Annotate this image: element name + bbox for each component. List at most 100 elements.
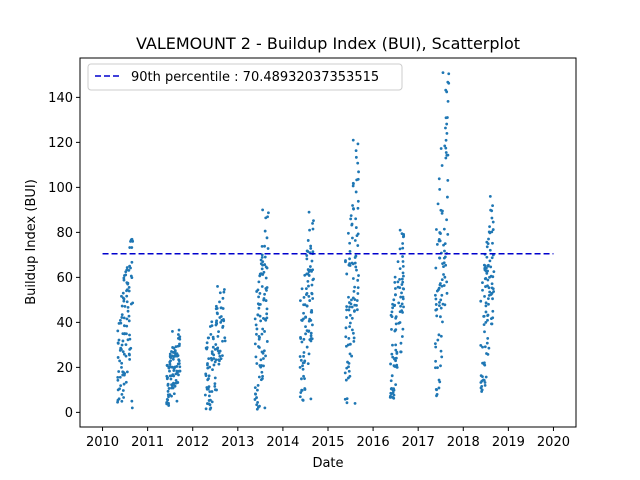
data-point bbox=[121, 370, 125, 374]
data-point bbox=[265, 312, 269, 316]
data-point bbox=[307, 284, 310, 288]
data-point bbox=[356, 206, 360, 210]
data-point bbox=[484, 320, 488, 324]
data-point bbox=[129, 239, 132, 243]
data-point bbox=[438, 231, 442, 235]
data-point bbox=[302, 311, 305, 315]
data-point bbox=[435, 289, 439, 293]
data-point bbox=[389, 362, 392, 366]
y-axis-label: Buildup Index (BUI) bbox=[24, 179, 39, 305]
data-point bbox=[214, 358, 218, 362]
data-point bbox=[481, 288, 484, 292]
data-point bbox=[398, 247, 402, 251]
data-point bbox=[122, 316, 126, 320]
data-point bbox=[445, 90, 449, 94]
data-point bbox=[126, 309, 130, 313]
data-point bbox=[123, 304, 127, 308]
x-tick-label: 2020 bbox=[537, 435, 570, 450]
data-point bbox=[441, 209, 444, 213]
data-point bbox=[347, 369, 351, 373]
data-point bbox=[308, 299, 312, 302]
data-point bbox=[354, 155, 358, 159]
data-point bbox=[130, 246, 134, 249]
data-point bbox=[356, 278, 360, 282]
data-point bbox=[447, 72, 451, 76]
data-point bbox=[264, 299, 268, 302]
data-point bbox=[125, 370, 129, 374]
data-point bbox=[253, 386, 257, 390]
plot-area bbox=[79, 57, 577, 428]
data-point bbox=[438, 304, 441, 307]
data-point bbox=[433, 293, 437, 297]
data-point bbox=[255, 403, 259, 407]
data-point bbox=[483, 294, 486, 298]
data-point bbox=[391, 306, 395, 310]
data-point bbox=[209, 406, 213, 410]
data-point bbox=[394, 287, 397, 290]
data-point bbox=[401, 246, 405, 250]
data-point bbox=[223, 339, 227, 343]
data-point bbox=[165, 377, 169, 381]
data-point bbox=[257, 295, 260, 299]
data-point bbox=[350, 316, 354, 320]
data-point bbox=[310, 337, 314, 341]
data-point bbox=[348, 262, 351, 265]
data-point bbox=[439, 334, 443, 338]
data-point bbox=[308, 228, 311, 232]
data-point bbox=[355, 299, 359, 302]
data-point bbox=[488, 275, 491, 279]
data-point bbox=[171, 329, 174, 333]
data-point bbox=[256, 388, 259, 392]
data-point bbox=[302, 337, 306, 341]
data-point bbox=[346, 360, 349, 364]
data-point bbox=[122, 299, 126, 303]
data-point bbox=[351, 184, 355, 188]
data-point bbox=[307, 329, 311, 333]
data-point bbox=[118, 319, 122, 322]
data-point bbox=[352, 182, 355, 186]
data-point bbox=[484, 375, 488, 379]
data-point bbox=[305, 254, 309, 257]
data-point bbox=[212, 357, 216, 360]
data-point bbox=[354, 226, 358, 229]
data-point bbox=[219, 315, 223, 318]
data-point bbox=[168, 352, 172, 356]
data-point bbox=[485, 271, 489, 275]
data-point bbox=[207, 336, 211, 340]
data-point bbox=[221, 354, 224, 357]
data-point bbox=[120, 343, 124, 347]
data-point bbox=[116, 341, 120, 345]
data-point bbox=[401, 280, 405, 284]
data-point bbox=[309, 246, 313, 250]
data-point bbox=[172, 369, 176, 372]
data-point bbox=[491, 309, 495, 313]
data-point bbox=[346, 231, 350, 235]
data-point bbox=[299, 299, 302, 303]
data-point bbox=[391, 355, 395, 359]
data-point bbox=[401, 297, 405, 301]
data-point bbox=[222, 288, 226, 291]
data-point bbox=[399, 295, 403, 299]
data-point bbox=[208, 365, 212, 369]
data-point bbox=[205, 341, 209, 345]
data-point bbox=[351, 277, 355, 280]
data-point bbox=[256, 313, 260, 317]
data-point bbox=[302, 303, 305, 307]
data-point bbox=[124, 273, 128, 277]
data-point bbox=[205, 346, 209, 349]
data-point bbox=[390, 327, 393, 331]
data-point bbox=[394, 293, 397, 297]
data-point bbox=[173, 365, 177, 369]
data-point bbox=[393, 275, 397, 279]
data-point bbox=[257, 280, 261, 284]
data-point bbox=[209, 333, 213, 336]
data-point bbox=[443, 249, 446, 253]
data-point bbox=[206, 387, 210, 391]
data-point bbox=[488, 194, 492, 198]
y-tick-label: 140 bbox=[48, 91, 73, 106]
data-point bbox=[481, 281, 484, 285]
data-point bbox=[125, 268, 129, 272]
data-point bbox=[222, 319, 226, 323]
data-point bbox=[345, 308, 349, 312]
data-point bbox=[309, 244, 313, 248]
